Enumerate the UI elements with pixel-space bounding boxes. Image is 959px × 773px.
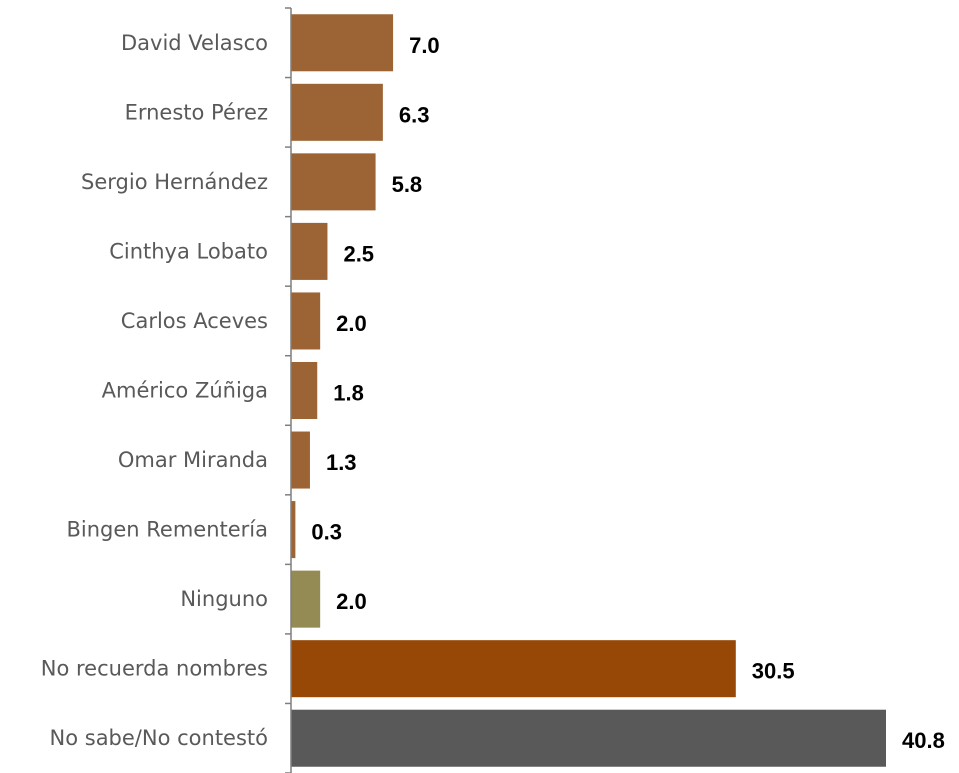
category-label: Américo Zúñiga bbox=[102, 379, 268, 403]
category-label: No sabe/No contestó bbox=[50, 726, 268, 750]
bar bbox=[291, 83, 383, 141]
bar bbox=[291, 222, 328, 280]
value-label: 1.8 bbox=[333, 381, 364, 406]
bar bbox=[291, 570, 321, 628]
category-label: Cinthya Lobato bbox=[109, 239, 268, 263]
value-label: 0.3 bbox=[311, 520, 342, 545]
value-label: 1.3 bbox=[326, 450, 357, 475]
value-label: 6.3 bbox=[399, 102, 430, 127]
category-label: Omar Miranda bbox=[118, 448, 268, 472]
value-label: 5.8 bbox=[392, 172, 423, 197]
category-label: David Velasco bbox=[121, 31, 268, 55]
bar bbox=[291, 501, 296, 559]
bar bbox=[291, 14, 394, 72]
bar bbox=[291, 153, 376, 211]
category-label: Ernesto Pérez bbox=[125, 100, 268, 124]
value-label: 40.8 bbox=[902, 728, 945, 753]
bar bbox=[291, 431, 310, 489]
category-label: Carlos Aceves bbox=[121, 309, 268, 333]
bar bbox=[291, 640, 736, 698]
bar bbox=[291, 292, 321, 350]
bar bbox=[291, 361, 318, 420]
value-label: 30.5 bbox=[752, 659, 795, 684]
category-labels: David Velasco Ernesto Pérez Sergio Hernánd… bbox=[41, 31, 268, 750]
bar bbox=[291, 709, 886, 767]
bars-layer bbox=[291, 14, 886, 767]
category-label: Sergio Hernández bbox=[81, 170, 268, 194]
value-labels: 7.0 6.3 5.8 2.5 2.0 1.8 1.3 0.3 2.0 30.5 40.8 bbox=[311, 33, 944, 753]
value-label: 2.0 bbox=[336, 589, 367, 614]
value-label: 7.0 bbox=[409, 33, 440, 58]
value-label: 2.0 bbox=[336, 311, 367, 336]
category-axis bbox=[285, 7, 292, 773]
category-label: Bingen Rementería bbox=[66, 518, 268, 542]
category-label: No recuerda nombres bbox=[41, 657, 268, 681]
value-label: 2.5 bbox=[343, 241, 374, 266]
category-label: Ninguno bbox=[180, 587, 268, 611]
